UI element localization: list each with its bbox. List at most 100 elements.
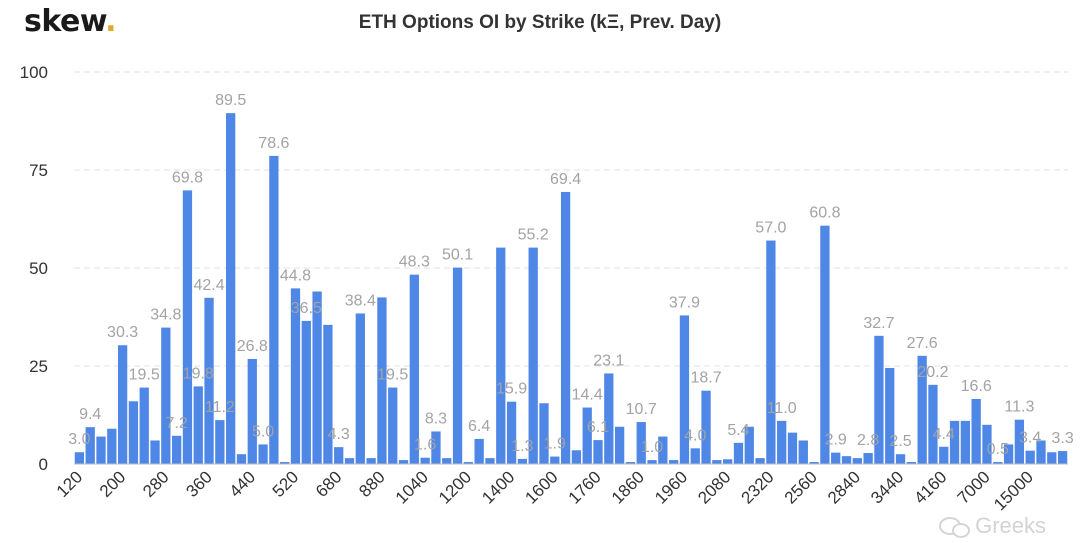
bar (269, 155, 279, 464)
bar (766, 240, 776, 464)
bar (571, 450, 582, 464)
bar (258, 444, 268, 464)
bar (1047, 452, 1057, 464)
bar (496, 247, 506, 464)
bar (247, 358, 257, 464)
bar (215, 420, 225, 464)
bar (777, 420, 787, 464)
x-tick-label: 2080 (694, 467, 734, 507)
data-label: 0.5 (987, 441, 1009, 458)
bar (647, 460, 657, 464)
x-tick-label: 1200 (435, 467, 475, 507)
bar (161, 327, 171, 464)
data-label: 3.4 (1019, 430, 1041, 447)
x-tick-label: 880 (355, 467, 388, 500)
bar (885, 367, 895, 464)
bar (355, 313, 365, 464)
data-label: 57.0 (755, 220, 786, 237)
bar (1057, 451, 1068, 464)
chart-title: ETH Options OI by Strike (kΞ, Prev. Day) (358, 12, 722, 33)
data-label: 55.2 (518, 227, 549, 244)
bar (1025, 450, 1035, 464)
x-tick-label: 4160 (910, 467, 950, 507)
data-label: 30.3 (107, 324, 138, 341)
data-label: 37.9 (669, 294, 700, 311)
bar (409, 274, 419, 464)
data-label: 34.8 (150, 307, 181, 324)
x-tick-label: 1040 (392, 467, 432, 507)
bar (204, 297, 214, 464)
x-tick-label: 360 (182, 467, 215, 500)
bar (636, 422, 646, 464)
data-label: 36.5 (291, 300, 322, 317)
bar (117, 345, 128, 464)
data-label: 4.3 (328, 426, 350, 443)
bar (452, 267, 463, 464)
data-label: 3.3 (1051, 430, 1073, 447)
bar (474, 438, 484, 464)
x-tick-label: 1960 (651, 467, 691, 507)
bar (236, 454, 247, 464)
bar (604, 373, 614, 464)
bar (733, 442, 744, 464)
data-label: 14.4 (572, 387, 603, 404)
data-label: 44.8 (280, 267, 311, 284)
x-tick-label: 2560 (781, 467, 821, 507)
bar (171, 435, 182, 464)
bar (1036, 440, 1046, 464)
data-label: 48.3 (399, 254, 430, 271)
x-tick-label: 3440 (867, 467, 907, 507)
x-tick-label: 1760 (565, 467, 605, 507)
bar (528, 247, 538, 464)
y-tick-label: 100 (20, 63, 48, 82)
bar (1003, 444, 1014, 464)
bar (614, 426, 625, 464)
data-label: 1.6 (414, 437, 436, 454)
wechat-icon (939, 515, 971, 538)
bar (312, 291, 322, 464)
data-label: 4.4 (933, 426, 955, 443)
data-label: 20.2 (917, 364, 948, 381)
logo-dot: . (105, 4, 117, 39)
bar (96, 436, 106, 464)
bar (841, 456, 852, 464)
data-label: 8.3 (425, 410, 447, 427)
bar (593, 440, 603, 464)
bar (701, 390, 711, 464)
x-tick-label: 280 (139, 467, 172, 500)
x-tick-label: 15000 (990, 467, 1037, 514)
bar (517, 458, 528, 464)
bar (679, 315, 690, 464)
data-label: 4.0 (684, 427, 706, 444)
bar (388, 387, 398, 464)
bar (582, 407, 592, 464)
bar (420, 457, 430, 464)
bar (550, 456, 560, 464)
bar (852, 458, 862, 464)
bar (344, 458, 355, 464)
data-label: 42.4 (193, 277, 224, 294)
bar (323, 324, 333, 464)
data-label: 6.1 (587, 419, 609, 436)
x-tick-label: 2320 (738, 467, 778, 507)
watermark-text: Greeks (975, 513, 1046, 538)
x-tick-label: 440 (226, 467, 259, 500)
bar (398, 460, 409, 464)
data-label: 7.2 (166, 415, 188, 432)
data-label: 19.8 (183, 365, 214, 382)
bar (290, 288, 301, 464)
watermark: Greeks (939, 513, 1046, 539)
bar (960, 420, 971, 464)
data-label: 9.4 (79, 406, 101, 423)
bar (809, 462, 819, 464)
bar (993, 462, 1003, 464)
y-tick-label: 0 (39, 455, 48, 474)
data-label: 5.0 (252, 423, 274, 440)
bar (334, 447, 344, 464)
x-tick-label: 1600 (521, 467, 561, 507)
data-label: 2.5 (889, 433, 911, 450)
data-label: 89.5 (215, 92, 246, 109)
bar (85, 427, 95, 464)
x-tick-label: 1400 (478, 467, 518, 507)
